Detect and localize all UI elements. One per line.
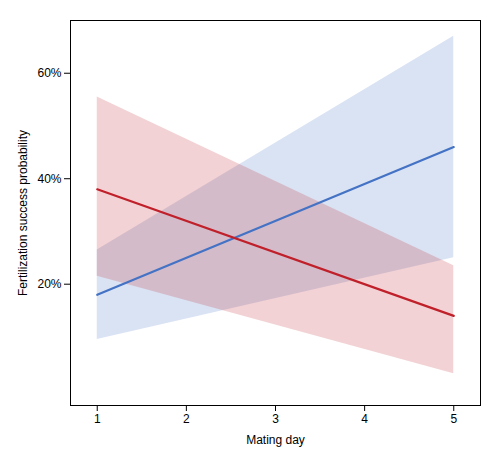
svg-text:2: 2: [183, 412, 190, 426]
svg-text:Fertilization success probabil: Fertilization success probability: [16, 130, 30, 296]
svg-text:20%: 20%: [37, 277, 61, 291]
svg-text:5: 5: [450, 412, 457, 426]
svg-text:60%: 60%: [37, 66, 61, 80]
svg-text:Mating day: Mating day: [246, 433, 305, 447]
svg-text:40%: 40%: [37, 172, 61, 186]
svg-text:4: 4: [361, 412, 368, 426]
svg-text:3: 3: [272, 412, 279, 426]
svg-text:1: 1: [94, 412, 101, 426]
